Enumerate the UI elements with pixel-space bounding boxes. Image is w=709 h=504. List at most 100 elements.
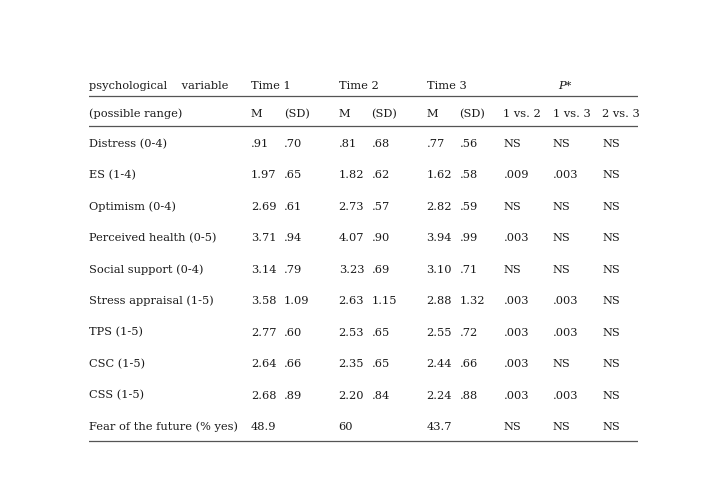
Text: 2.44: 2.44	[427, 359, 452, 369]
Text: Social support (0-4): Social support (0-4)	[89, 265, 203, 275]
Text: psychological    variable: psychological variable	[89, 81, 228, 91]
Text: 4.07: 4.07	[339, 233, 364, 243]
Text: NS: NS	[603, 170, 620, 180]
Text: .72: .72	[459, 328, 478, 338]
Text: NS: NS	[603, 296, 620, 306]
Text: 1.15: 1.15	[372, 296, 397, 306]
Text: Time 2: Time 2	[339, 81, 379, 91]
Text: .81: .81	[339, 139, 357, 149]
Text: NS: NS	[603, 391, 620, 401]
Text: .56: .56	[459, 139, 478, 149]
Text: 2.64: 2.64	[251, 359, 277, 369]
Text: NS: NS	[553, 202, 571, 212]
Text: 2.88: 2.88	[427, 296, 452, 306]
Text: P*: P*	[559, 81, 571, 91]
Text: .65: .65	[284, 170, 302, 180]
Text: 43.7: 43.7	[427, 422, 452, 432]
Text: Optimism (0-4): Optimism (0-4)	[89, 202, 176, 212]
Text: .65: .65	[372, 328, 390, 338]
Text: Stress appraisal (1-5): Stress appraisal (1-5)	[89, 296, 213, 306]
Text: Distress (0-4): Distress (0-4)	[89, 139, 167, 149]
Text: .89: .89	[284, 391, 302, 401]
Text: .009: .009	[503, 170, 529, 180]
Text: .79: .79	[284, 265, 302, 275]
Text: 3.71: 3.71	[251, 233, 277, 243]
Text: 60: 60	[339, 422, 353, 432]
Text: .68: .68	[372, 139, 390, 149]
Text: (SD): (SD)	[284, 109, 310, 119]
Text: .003: .003	[553, 391, 579, 401]
Text: 2.73: 2.73	[339, 202, 364, 212]
Text: CSS (1-5): CSS (1-5)	[89, 391, 144, 401]
Text: .59: .59	[459, 202, 478, 212]
Text: .003: .003	[503, 391, 529, 401]
Text: (SD): (SD)	[372, 109, 398, 119]
Text: .90: .90	[372, 233, 390, 243]
Text: NS: NS	[603, 328, 620, 338]
Text: 3.58: 3.58	[251, 296, 277, 306]
Text: NS: NS	[503, 265, 521, 275]
Text: Time 3: Time 3	[427, 81, 467, 91]
Text: 3.23: 3.23	[339, 265, 364, 275]
Text: NS: NS	[603, 139, 620, 149]
Text: .003: .003	[553, 328, 579, 338]
Text: CSC (1-5): CSC (1-5)	[89, 359, 145, 369]
Text: NS: NS	[553, 265, 571, 275]
Text: Perceived health (0-5): Perceived health (0-5)	[89, 233, 216, 243]
Text: 3.94: 3.94	[427, 233, 452, 243]
Text: .69: .69	[372, 265, 390, 275]
Text: .91: .91	[251, 139, 269, 149]
Text: Time 1: Time 1	[251, 81, 291, 91]
Text: 2.24: 2.24	[427, 391, 452, 401]
Text: 2.55: 2.55	[427, 328, 452, 338]
Text: M: M	[339, 109, 350, 119]
Text: .88: .88	[459, 391, 478, 401]
Text: .62: .62	[372, 170, 390, 180]
Text: .65: .65	[372, 359, 390, 369]
Text: .003: .003	[503, 233, 529, 243]
Text: 1.97: 1.97	[251, 170, 277, 180]
Text: 1.09: 1.09	[284, 296, 309, 306]
Text: 2.82: 2.82	[427, 202, 452, 212]
Text: .003: .003	[553, 170, 579, 180]
Text: NS: NS	[503, 202, 521, 212]
Text: Fear of the future (% yes): Fear of the future (% yes)	[89, 422, 238, 432]
Text: TPS (1-5): TPS (1-5)	[89, 328, 143, 338]
Text: 1 vs. 3: 1 vs. 3	[553, 109, 591, 119]
Text: 2.53: 2.53	[339, 328, 364, 338]
Text: .66: .66	[284, 359, 302, 369]
Text: NS: NS	[553, 233, 571, 243]
Text: .57: .57	[372, 202, 390, 212]
Text: 3.14: 3.14	[251, 265, 277, 275]
Text: NS: NS	[553, 422, 571, 432]
Text: 1.32: 1.32	[459, 296, 485, 306]
Text: 1.82: 1.82	[339, 170, 364, 180]
Text: .99: .99	[459, 233, 478, 243]
Text: .84: .84	[372, 391, 390, 401]
Text: ES (1-4): ES (1-4)	[89, 170, 135, 180]
Text: 2.69: 2.69	[251, 202, 277, 212]
Text: NS: NS	[603, 265, 620, 275]
Text: .003: .003	[503, 328, 529, 338]
Text: 1 vs. 2: 1 vs. 2	[503, 109, 541, 119]
Text: 3.10: 3.10	[427, 265, 452, 275]
Text: .60: .60	[284, 328, 302, 338]
Text: NS: NS	[553, 359, 571, 369]
Text: NS: NS	[553, 139, 571, 149]
Text: NS: NS	[603, 233, 620, 243]
Text: .003: .003	[503, 296, 529, 306]
Text: 2 vs. 3: 2 vs. 3	[603, 109, 640, 119]
Text: NS: NS	[603, 202, 620, 212]
Text: .94: .94	[284, 233, 302, 243]
Text: .77: .77	[427, 139, 445, 149]
Text: NS: NS	[503, 422, 521, 432]
Text: .61: .61	[284, 202, 302, 212]
Text: .71: .71	[459, 265, 478, 275]
Text: 2.20: 2.20	[339, 391, 364, 401]
Text: 2.63: 2.63	[339, 296, 364, 306]
Text: M: M	[427, 109, 438, 119]
Text: NS: NS	[503, 139, 521, 149]
Text: .003: .003	[553, 296, 579, 306]
Text: 2.77: 2.77	[251, 328, 277, 338]
Text: 2.35: 2.35	[339, 359, 364, 369]
